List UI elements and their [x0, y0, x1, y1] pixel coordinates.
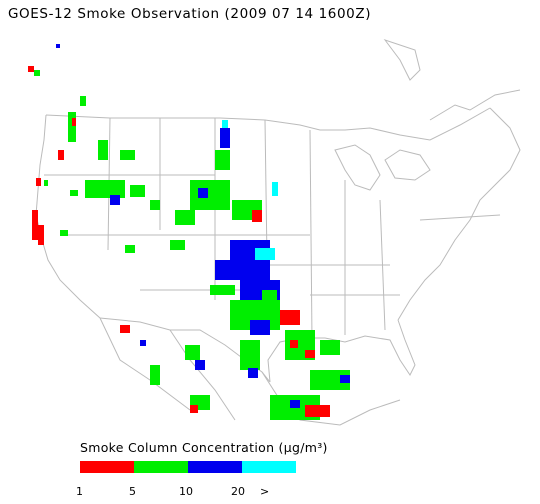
legend-tick-1: 1	[76, 485, 83, 498]
legend-tick-10: 10	[179, 485, 193, 498]
legend-tick-5: 5	[129, 485, 136, 498]
map-boundaries	[35, 39, 521, 426]
map-title: GOES-12 Smoke Observation (2009 07 14 16…	[8, 6, 372, 22]
legend-tick-overflow: >	[260, 485, 270, 498]
smoke-map	[28, 39, 521, 426]
legend-title: Smoke Column Concentration (µg/m³)	[80, 440, 328, 455]
legend-swatch-20	[242, 461, 296, 473]
legend-tick-20: 20	[231, 485, 245, 498]
smoke-pixels	[28, 44, 350, 420]
legend-swatch-5	[134, 461, 188, 473]
legend-swatch-1	[80, 461, 134, 473]
color-legend	[80, 461, 296, 473]
legend-swatch-10	[188, 461, 242, 473]
